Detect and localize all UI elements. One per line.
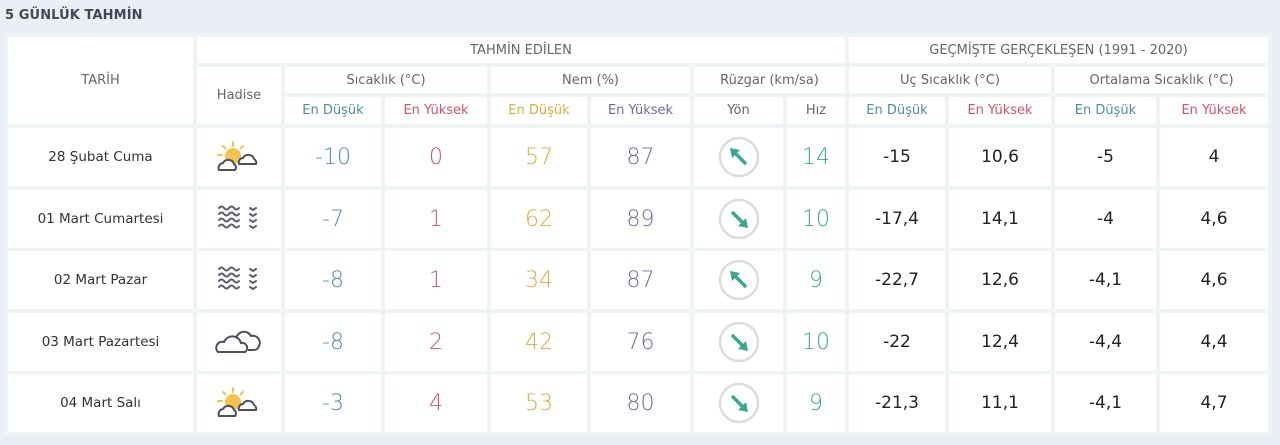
wind-arrow-southeast-icon bbox=[717, 320, 761, 364]
avg-high-value: 4,4 bbox=[1160, 313, 1268, 371]
header-date: TARİH bbox=[8, 37, 193, 124]
wind-arrow-northwest-icon bbox=[717, 135, 761, 179]
fog-icon bbox=[217, 266, 261, 294]
header-extreme-temp: Uç Sıcaklık (°C) bbox=[849, 67, 1051, 93]
weather-icon-cell bbox=[197, 190, 281, 248]
header-avg-high: En Yüksek bbox=[1160, 97, 1268, 124]
header-avg-temp: Ortalama Sıcaklık (°C) bbox=[1055, 67, 1268, 93]
temp-high-value: 0 bbox=[385, 128, 487, 186]
temp-high-value: 1 bbox=[385, 190, 487, 248]
header-event: Hadise bbox=[197, 67, 281, 124]
avg-low-value: -4,1 bbox=[1055, 251, 1156, 309]
wind-arrow-southeast-icon bbox=[717, 381, 761, 425]
humidity-high-value: 89 bbox=[591, 190, 690, 248]
cloudy-icon bbox=[214, 329, 264, 355]
wind-direction-cell bbox=[694, 190, 783, 248]
avg-low-value: -5 bbox=[1055, 128, 1156, 186]
extreme-high-value: 12,4 bbox=[949, 313, 1051, 371]
wind-arrow-northwest-icon bbox=[717, 258, 761, 302]
wind-speed-value: 9 bbox=[787, 374, 845, 432]
row-date: 01 Mart Cumartesi bbox=[8, 190, 193, 248]
header-temp-low: En Düşük bbox=[285, 97, 381, 124]
wind-speed-value: 14 bbox=[787, 128, 845, 186]
wind-speed-value: 9 bbox=[787, 251, 845, 309]
temp-high-value: 1 bbox=[385, 251, 487, 309]
wind-speed-value: 10 bbox=[787, 313, 845, 371]
avg-high-value: 4 bbox=[1160, 128, 1268, 186]
row-date: 02 Mart Pazar bbox=[8, 251, 193, 309]
temp-low-value: -10 bbox=[285, 128, 381, 186]
humidity-low-value: 42 bbox=[491, 313, 587, 371]
avg-high-value: 4,7 bbox=[1160, 374, 1268, 432]
fog-icon bbox=[217, 205, 261, 233]
header-extreme-high: En Yüksek bbox=[949, 97, 1051, 124]
temp-high-value: 4 bbox=[385, 374, 487, 432]
row-date: 28 Şubat Cuma bbox=[8, 128, 193, 186]
temp-high-value: 2 bbox=[385, 313, 487, 371]
avg-low-value: -4,4 bbox=[1055, 313, 1156, 371]
page-title: 5 GÜNLÜK TAHMİN bbox=[5, 8, 143, 23]
humidity-high-value: 80 bbox=[591, 374, 690, 432]
humidity-low-value: 34 bbox=[491, 251, 587, 309]
temp-low-value: -8 bbox=[285, 251, 381, 309]
row-date: 04 Mart Salı bbox=[8, 374, 193, 432]
weather-icon-cell bbox=[197, 128, 281, 186]
header-humidity-high: En Yüksek bbox=[591, 97, 690, 124]
humidity-low-value: 62 bbox=[491, 190, 587, 248]
extreme-low-value: -22,7 bbox=[849, 251, 945, 309]
header-avg-low: En Düşük bbox=[1055, 97, 1156, 124]
extreme-high-value: 10,6 bbox=[949, 128, 1051, 186]
header-wind-speed: Hız bbox=[787, 97, 845, 124]
extreme-low-value: -17,4 bbox=[849, 190, 945, 248]
avg-high-value: 4,6 bbox=[1160, 251, 1268, 309]
humidity-low-value: 53 bbox=[491, 374, 587, 432]
extreme-high-value: 14,1 bbox=[949, 190, 1051, 248]
header-forecast-group: TAHMİN EDİLEN bbox=[197, 37, 845, 63]
wind-direction-cell bbox=[694, 313, 783, 371]
row-date: 03 Mart Pazartesi bbox=[8, 313, 193, 371]
wind-direction-cell bbox=[694, 251, 783, 309]
header-history-group: GEÇMİŞTE GERÇEKLEŞEN (1991 - 2020) bbox=[849, 37, 1268, 63]
humidity-high-value: 76 bbox=[591, 313, 690, 371]
weather-icon-cell bbox=[197, 313, 281, 371]
wind-direction-cell bbox=[694, 374, 783, 432]
header-wind: Rüzgar (km/sa) bbox=[694, 67, 845, 93]
header-extreme-low: En Düşük bbox=[849, 97, 945, 124]
extreme-low-value: -15 bbox=[849, 128, 945, 186]
header-temp-high: En Yüksek bbox=[385, 97, 487, 124]
humidity-high-value: 87 bbox=[591, 251, 690, 309]
wind-direction-cell bbox=[694, 128, 783, 186]
header-humidity: Nem (%) bbox=[491, 67, 690, 93]
temp-low-value: -7 bbox=[285, 190, 381, 248]
weather-icon-cell bbox=[197, 374, 281, 432]
header-humidity-low: En Düşük bbox=[491, 97, 587, 124]
wind-arrow-southeast-icon bbox=[717, 197, 761, 241]
humidity-high-value: 87 bbox=[591, 128, 690, 186]
extreme-high-value: 12,6 bbox=[949, 251, 1051, 309]
avg-low-value: -4 bbox=[1055, 190, 1156, 248]
partly-cloudy-icon bbox=[215, 386, 263, 420]
extreme-low-value: -21,3 bbox=[849, 374, 945, 432]
weather-icon-cell bbox=[197, 251, 281, 309]
extreme-high-value: 11,1 bbox=[949, 374, 1051, 432]
partly-cloudy-icon bbox=[215, 140, 263, 174]
avg-low-value: -4,1 bbox=[1055, 374, 1156, 432]
temp-low-value: -8 bbox=[285, 313, 381, 371]
avg-high-value: 4,6 bbox=[1160, 190, 1268, 248]
wind-speed-value: 10 bbox=[787, 190, 845, 248]
extreme-low-value: -22 bbox=[849, 313, 945, 371]
forecast-table: TARİH TAHMİN EDİLEN GEÇMİŞTE GERÇEKLEŞEN… bbox=[4, 33, 1272, 436]
header-temp: Sıcaklık (°C) bbox=[285, 67, 487, 93]
temp-low-value: -3 bbox=[285, 374, 381, 432]
humidity-low-value: 57 bbox=[491, 128, 587, 186]
header-wind-direction: Yön bbox=[694, 97, 783, 124]
